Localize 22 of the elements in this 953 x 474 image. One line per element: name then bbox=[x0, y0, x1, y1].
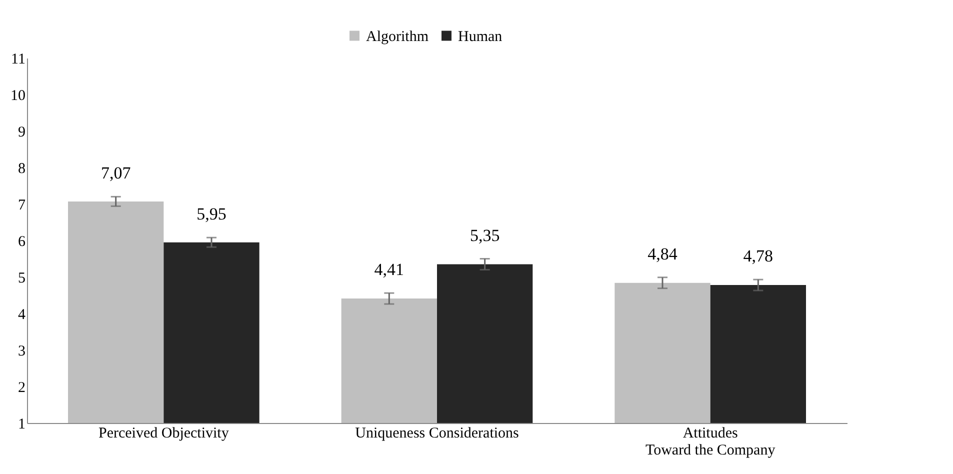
x-tick-label: Attitudes Toward the Company bbox=[645, 426, 776, 458]
data-label: 7,07 bbox=[100, 164, 132, 183]
y-tick-label: 11 bbox=[11, 52, 26, 68]
data-label: 5,35 bbox=[470, 226, 500, 245]
y-tick-label: 7 bbox=[18, 198, 26, 214]
y-tick-label: 5 bbox=[18, 270, 26, 286]
y-tick-label: 10 bbox=[10, 88, 26, 104]
y-tick-label: 6 bbox=[18, 234, 26, 250]
data-label: 4,41 bbox=[374, 260, 404, 280]
y-tick-label: 1 bbox=[18, 416, 26, 432]
y-tick-label: 8 bbox=[18, 161, 26, 177]
data-label: 4,78 bbox=[743, 246, 774, 266]
x-tick-label: Uniqueness Considerations bbox=[355, 426, 520, 442]
legend-label: Algorithm bbox=[366, 28, 429, 45]
data-label: 4,84 bbox=[648, 244, 678, 264]
y-tick-label: 3 bbox=[18, 344, 26, 360]
data-label: 5,95 bbox=[196, 204, 226, 224]
y-tick-label: 4 bbox=[18, 307, 26, 323]
legend-label: Human bbox=[458, 28, 503, 45]
y-tick-label: 9 bbox=[18, 124, 26, 140]
x-tick-label: Perceived Objectivity bbox=[98, 426, 230, 442]
y-tick-label: 2 bbox=[18, 380, 26, 396]
